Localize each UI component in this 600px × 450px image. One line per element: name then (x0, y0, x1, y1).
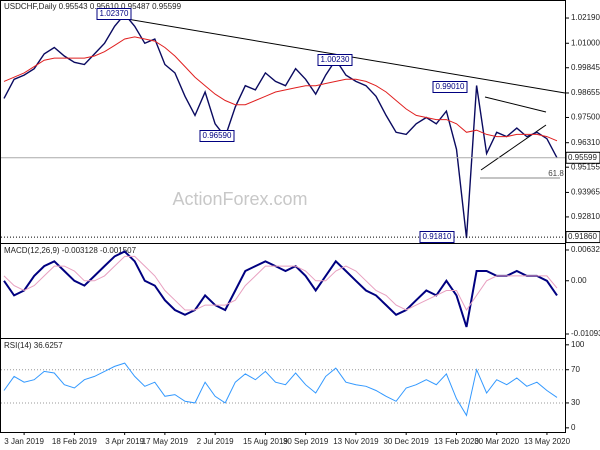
annotation: 1.00230 (321, 55, 350, 64)
x-tick-label: 13 Feb 2020 (434, 437, 479, 446)
x-tick-label: 30 Mar 2020 (474, 437, 519, 446)
annotation: 0.91810 (423, 232, 452, 241)
triangle-upper (484, 96, 547, 113)
annotation: 61.8 (548, 169, 564, 178)
rsi-panel (0, 338, 566, 433)
panel-title: USDCHF,Daily 0.95543 0.95610 0.95487 0.9… (4, 2, 182, 11)
current-price-label: 0.95599 (568, 153, 597, 162)
x-tick-label: 30 Dec 2019 (383, 437, 429, 446)
y-tick-label: 30 (571, 398, 580, 407)
y-tick-label: 0.96310 (571, 138, 600, 147)
annotation: 1.02370 (100, 9, 129, 18)
panel-title: MACD(12,26,9) -0.003128 -0.001507 (4, 246, 137, 255)
panel-title: RSI(14) 36.6257 (4, 341, 63, 350)
series-line (3, 362, 558, 417)
y-tick-label: 100 (571, 340, 585, 349)
y-tick-label: 0.00 (571, 276, 587, 285)
support-label: 0.91860 (568, 232, 597, 241)
y-tick-label: 0.95155 (571, 162, 600, 171)
x-tick-label: 3 Jan 2019 (4, 437, 44, 446)
watermark: ActionForex.com (172, 189, 307, 209)
x-tick-label: 17 May 2019 (142, 437, 189, 446)
series-line (3, 36, 558, 142)
x-tick-label: 3 Apr 2019 (105, 437, 144, 446)
y-tick-label: 1.02190 (571, 13, 600, 22)
series-line (3, 255, 558, 311)
x-tick-label: 13 May 2020 (524, 437, 571, 446)
y-tick-label: 0.93965 (571, 188, 600, 197)
annotation-box (96, 8, 132, 20)
y-tick-label: 70 (571, 365, 580, 374)
annotation-box (317, 54, 353, 66)
annotation-box (199, 130, 235, 142)
y-tick-label: 0.92810 (571, 212, 600, 221)
annotation-box (432, 81, 468, 93)
y-tick-label: 0.006321 (571, 245, 600, 254)
y-tick-label: 0.99845 (571, 63, 600, 72)
annotation: 0.96590 (203, 131, 232, 140)
x-tick-label: 15 Aug 2019 (243, 437, 288, 446)
series-line (3, 250, 558, 328)
y-tick-label: -0.010939 (571, 329, 600, 338)
y-tick-label: 1.01000 (571, 38, 600, 47)
y-tick-label: 0.98655 (571, 88, 600, 97)
price-box (565, 151, 600, 164)
x-tick-label: 18 Feb 2019 (52, 437, 97, 446)
y-tick-label: 0.97500 (571, 113, 600, 122)
y-tick-label: 0 (571, 423, 576, 432)
x-tick-label: 30 Sep 2019 (283, 437, 329, 446)
price-box (565, 231, 600, 244)
x-tick-label: 13 Nov 2019 (333, 437, 379, 446)
annotation: 0.99010 (436, 82, 465, 91)
x-tick-label: 2 Jul 2019 (197, 437, 234, 446)
annotation-box (419, 231, 455, 243)
series-line (3, 13, 558, 239)
